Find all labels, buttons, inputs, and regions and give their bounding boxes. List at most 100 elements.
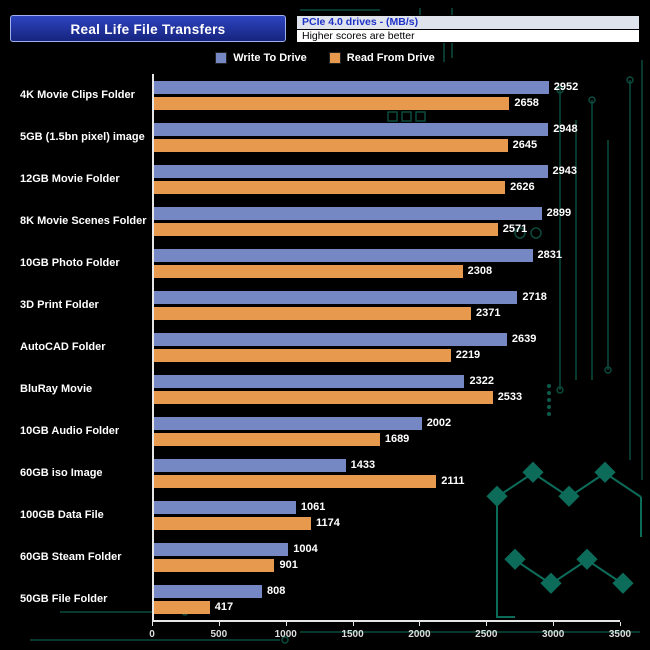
x-axis-tick-label: 1500 [341,629,364,640]
bar-value-label: 808 [267,585,286,597]
read-from-drive-barline: 901 [154,558,622,572]
bar-value-label: 901 [279,559,298,571]
x-axis-tick-label: 500 [210,629,228,640]
bar-value-label: 2322 [469,375,494,387]
category-label: 100GB Data File [20,509,104,521]
bar-group: 2948 2645 [152,116,622,158]
chart-subtitle-note: Higher scores are better [296,30,640,43]
write-to-drive-bar [154,500,296,514]
read-from-drive-bar [154,600,210,614]
write-to-drive-barline: 1004 [154,542,622,556]
read-from-drive-barline: 2533 [154,390,622,404]
read-from-drive-barline: 1174 [154,516,622,530]
write-to-drive-barline: 2831 [154,248,622,262]
write-to-drive-barline: 2718 [154,290,622,304]
read-from-drive-barline: 2658 [154,96,622,110]
write-to-drive-barline: 808 [154,584,622,598]
read-from-drive-barline: 2111 [154,474,622,488]
write-to-drive-bar [154,584,263,598]
bar-value-label: 2371 [476,307,501,319]
chart-row: BluRay Movie 2322 2533 [8,368,642,410]
legend-swatch-write [215,52,228,64]
read-from-drive-bar [154,558,275,572]
bar-group: 2639 2219 [152,326,622,368]
write-to-drive-bar [154,80,549,94]
bar-value-label: 2943 [552,165,577,177]
read-from-drive-bar [154,390,493,404]
chart-subtitle-drive-type: PCIe 4.0 drives - (MB/s) [296,15,640,30]
read-from-drive-barline: 2371 [154,306,622,320]
bar-value-label: 2952 [553,81,579,93]
read-from-drive-bar [154,138,508,152]
category-label: BluRay Movie [20,383,93,395]
category-label: 10GB Photo Folder [20,257,120,269]
read-from-drive-bar [154,516,311,530]
bar-value-label: 1433 [350,459,376,471]
chart-row: 60GB Steam Folder 1004 901 [8,536,642,578]
read-from-drive-bar [154,306,472,320]
category-label: 60GB iso Image [20,467,103,479]
read-from-drive-bar [154,474,437,488]
bar-group: 2943 2626 [152,158,622,200]
category-label: 50GB File Folder [20,593,108,605]
x-axis-ticks: 0 500 1000 1500 2000 2500 3000 3500 [149,620,631,646]
x-axis-tick-label: 2000 [408,629,431,640]
read-from-drive-barline: 2308 [154,264,622,278]
read-from-drive-bar [154,264,463,278]
write-to-drive-barline: 2952 [154,80,622,94]
x-axis-tickmark [218,622,220,626]
legend: Write To Drive Read From Drive [0,52,650,64]
bar-group: 2899 2571 [152,200,622,242]
bar-value-label: 2002 [426,417,452,429]
chart-row: 60GB iso Image 1433 2111 [8,452,642,494]
x-axis-tickmark [285,622,287,626]
bar-group: 1004 901 [152,536,622,578]
chart-rows: 4K Movie Clips Folder 2952 2658 5GB (1.5bn … [8,74,642,620]
write-to-drive-bar [154,458,346,472]
legend-item-read: Read From Drive [328,52,435,64]
category-label: 60GB Steam Folder [20,551,122,563]
bar-value-label: 2645 [512,139,538,151]
x-axis-tick-label: 2500 [475,629,498,640]
x-axis-tick-label: 3500 [608,629,632,640]
write-to-drive-bar [154,290,518,304]
read-from-drive-bar [154,96,510,110]
legend-swatch-read [328,52,341,64]
chart-row: 50GB File Folder 808 417 [8,578,642,620]
category-label: 5GB (1.5bn pixel) image [20,131,145,143]
bar-group: 2831 2308 [152,242,622,284]
chart-title: Real Life File Transfers [10,15,286,42]
x-axis-spacer [8,620,152,646]
write-to-drive-barline: 2002 [154,416,622,430]
category-label: 8K Movie Scenes Folder [20,215,147,227]
bar-group: 1061 1174 [152,494,622,536]
bar-value-label: 1004 [293,543,318,555]
bar-group: 2952 2658 [152,74,622,116]
bar-value-label: 2219 [455,349,481,361]
category-label: 4K Movie Clips Folder [20,89,135,101]
x-axis: 0 500 1000 1500 2000 2500 3000 3500 [8,620,642,646]
chart-row: 10GB Photo Folder 2831 2308 [8,242,642,284]
bar-value-label: 2658 [514,97,539,109]
chart-row: 5GB (1.5bn pixel) image 2948 2645 [8,116,642,158]
x-axis-tick-label: 3000 [542,629,565,640]
legend-label-write: Write To Drive [233,52,307,64]
bar-chart: 4K Movie Clips Folder 2952 2658 5GB (1.5bn … [8,74,642,646]
write-to-drive-barline: 1061 [154,500,622,514]
x-axis-tickmark [352,622,354,626]
read-from-drive-barline: 2571 [154,222,622,236]
chart-row: 100GB Data File 1061 1174 [8,494,642,536]
write-to-drive-bar [154,332,507,346]
bar-value-label: 2571 [502,223,528,235]
bar-value-label: 2626 [510,181,535,193]
read-from-drive-bar [154,180,506,194]
legend-label-read: Read From Drive [346,52,435,64]
write-to-drive-bar [154,164,548,178]
write-to-drive-barline: 2322 [154,374,622,388]
read-from-drive-barline: 2645 [154,138,622,152]
bar-group: 2718 2371 [152,284,622,326]
write-to-drive-barline: 1433 [154,458,622,472]
chart-row: AutoCAD Folder 2639 2219 [8,326,642,368]
bar-group: 2322 2533 [152,368,622,410]
